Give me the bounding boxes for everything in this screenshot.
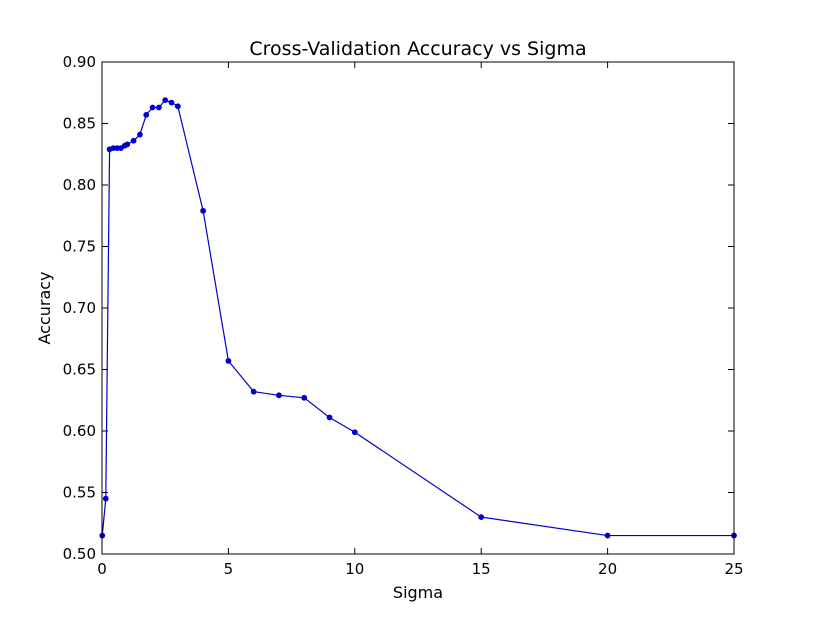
data-point <box>143 111 150 118</box>
data-point <box>137 131 143 138</box>
data-point <box>301 394 308 401</box>
y-tick-label: 0.70 <box>63 299 96 317</box>
data-point <box>174 103 181 110</box>
x-axis-label: Sigma <box>393 583 443 602</box>
y-tick-label: 0.55 <box>63 484 96 502</box>
y-tick-label: 0.80 <box>63 176 96 194</box>
chart-title: Cross-Validation Accuracy vs Sigma <box>249 38 586 60</box>
data-point <box>225 357 232 364</box>
x-tick-label: 0 <box>97 560 107 578</box>
data-point <box>124 141 131 148</box>
y-tick-label: 0.60 <box>63 422 96 440</box>
data-point <box>200 207 207 214</box>
data-series <box>99 97 737 539</box>
x-tick-label: 15 <box>472 560 491 578</box>
y-tick-label: 0.85 <box>63 115 96 133</box>
x-tick-label: 5 <box>224 560 234 578</box>
data-point <box>130 137 137 144</box>
data-point <box>155 104 162 111</box>
data-point <box>326 414 333 421</box>
plot-background <box>102 62 734 554</box>
data-point <box>250 388 257 395</box>
data-point <box>351 429 358 436</box>
data-point <box>149 104 156 111</box>
y-tick-label: 0.90 <box>63 53 96 71</box>
y-tick-label: 0.75 <box>63 238 96 256</box>
axis-ticks: 0 5 10 15 20 25 0.50 0.55 0.60 0.65 0.70 0.75 0.80 0.… <box>63 53 744 578</box>
y-tick-label: 0.65 <box>63 361 96 379</box>
x-tick-label: 20 <box>598 560 617 578</box>
y-axis-label: Accuracy <box>35 271 54 344</box>
data-point <box>102 495 109 502</box>
data-point <box>478 514 485 520</box>
data-point <box>276 392 282 399</box>
plot-frame <box>101 61 735 555</box>
x-tick-label: 10 <box>345 560 364 578</box>
data-point <box>604 532 611 539</box>
y-tick-label: 0.50 <box>63 545 96 563</box>
x-tick-label: 25 <box>724 560 743 578</box>
data-point <box>162 97 169 104</box>
data-point <box>168 99 175 106</box>
